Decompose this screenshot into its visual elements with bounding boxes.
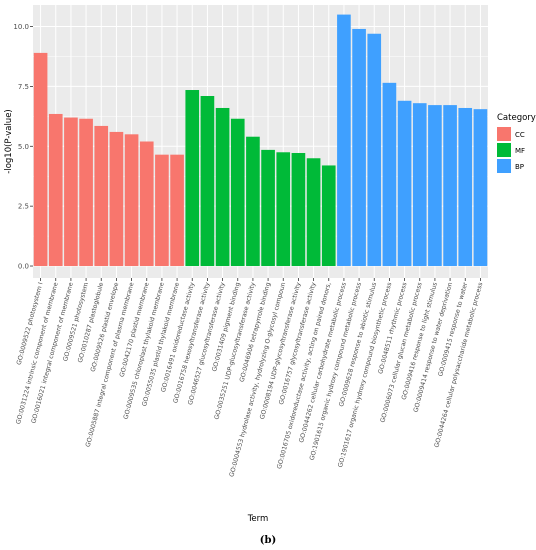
- legend-label: MF: [515, 147, 525, 155]
- legend-label: BP: [515, 163, 524, 171]
- bar: [291, 152, 306, 267]
- y-axis-ticks: 0.0 2.5 5.0 7.5 10.0: [13, 23, 33, 271]
- bar: [155, 154, 169, 267]
- y-axis-title: -log10(P-value): [4, 109, 14, 173]
- bar: [185, 90, 200, 267]
- y-tick-label: 5.0: [18, 143, 29, 151]
- bar: [443, 105, 457, 267]
- x-axis-title: Term: [247, 514, 269, 524]
- bar: [109, 131, 124, 267]
- bar: [64, 117, 78, 267]
- legend-title: Category: [497, 113, 536, 123]
- bar: [458, 107, 473, 267]
- bar: [48, 113, 63, 267]
- bar: [352, 28, 366, 267]
- plot-panel: [33, 5, 488, 278]
- bar: [473, 109, 488, 267]
- bar: [261, 149, 275, 267]
- bar: [124, 134, 139, 267]
- bar: [397, 100, 412, 267]
- bar: [428, 105, 442, 267]
- legend: Category CC MF BP: [497, 113, 536, 173]
- legend-key: [497, 159, 511, 173]
- bar: [367, 33, 382, 267]
- legend-key: [497, 143, 511, 157]
- x-axis-ticks: GO:0009522 photosystem IGO:0031224 intri…: [15, 278, 484, 478]
- bar: [230, 118, 245, 267]
- y-tick-label: 0.0: [18, 263, 29, 271]
- bar: [215, 107, 230, 267]
- bar: [412, 103, 427, 267]
- bar: [321, 165, 336, 267]
- bar: [170, 154, 184, 267]
- bar: [276, 152, 291, 267]
- bar: [200, 96, 215, 267]
- y-tick-label: 7.5: [18, 83, 29, 91]
- y-tick-label: 2.5: [18, 203, 29, 211]
- figure-caption: (b): [260, 535, 276, 546]
- legend-label: CC: [515, 131, 525, 139]
- bar: [94, 125, 109, 267]
- y-tick-label: 10.0: [13, 23, 29, 31]
- bar: [382, 82, 397, 267]
- bar: [139, 141, 154, 267]
- bar: [79, 118, 93, 267]
- bar: [337, 14, 351, 267]
- bars: [33, 14, 488, 267]
- bar: [246, 136, 260, 267]
- bar: [306, 158, 321, 267]
- legend-key: [497, 127, 511, 141]
- bar: [33, 52, 48, 267]
